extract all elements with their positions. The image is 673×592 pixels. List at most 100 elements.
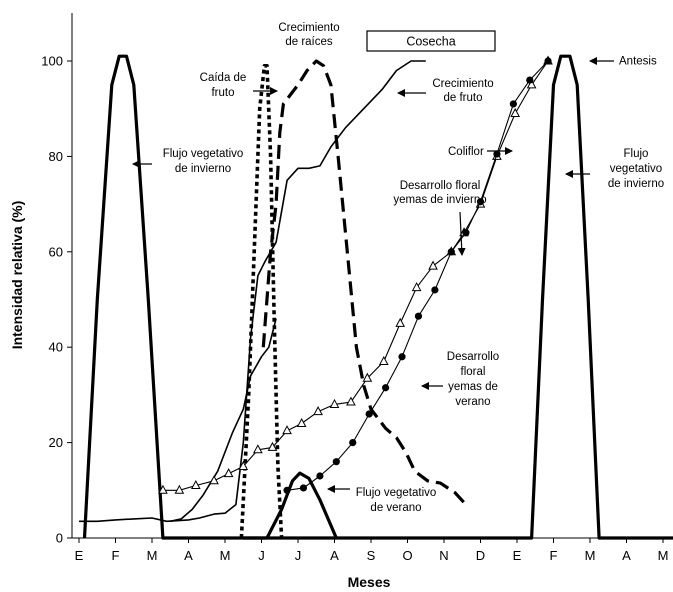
- annotation-line: yemas de: [448, 381, 498, 393]
- data-point-triangle: [267, 441, 278, 451]
- annotation-line: vegetativo: [610, 163, 662, 175]
- data-point-circle: [332, 458, 340, 466]
- data-point-circle: [509, 100, 517, 108]
- data-point-triangle: [296, 417, 307, 428]
- x-tick-label: O: [402, 548, 412, 563]
- y-tick-label: 80: [49, 149, 63, 164]
- annotation-line: Flujo vegetativo: [356, 487, 437, 499]
- x-tick-label: J: [295, 548, 302, 563]
- data-point-circle: [382, 384, 390, 392]
- x-tick-label: F: [550, 548, 558, 563]
- series-layer: [79, 54, 673, 540]
- annotation-line: de verano: [370, 502, 421, 514]
- x-tick-label: M: [220, 548, 231, 563]
- x-tick-label: F: [112, 548, 120, 563]
- annotation-line: Flujo vegetativo: [163, 148, 244, 160]
- annotation-line: Crecimiento: [278, 22, 339, 34]
- data-point-triangle: [510, 107, 521, 117]
- series-line-6: [162, 60, 549, 491]
- annotation-line: de invierno: [608, 178, 664, 190]
- data-point-triangle: [190, 479, 201, 490]
- data-point-triangle: [282, 425, 292, 435]
- data-point-circle: [398, 353, 406, 361]
- data-point-triangle: [378, 355, 389, 366]
- data-point-triangle: [209, 475, 219, 485]
- data-point-circle: [316, 472, 324, 480]
- data-point-triangle: [158, 484, 168, 494]
- data-point-circle: [447, 248, 455, 256]
- x-tick-label: M: [658, 548, 669, 563]
- annotation-line: Flujo: [624, 148, 649, 160]
- annotation-crecimiento-fruto: Crecimiento de fruto: [397, 78, 494, 104]
- annotation-desarrollo-invierno: Desarrollo floral yemas de invierno: [393, 180, 487, 256]
- data-point-circle: [544, 57, 552, 65]
- annotation-flujo-invierno-2: Flujo vegetativo de invierno: [565, 148, 664, 190]
- x-tick-label: J: [258, 548, 265, 563]
- data-point-triangle: [346, 396, 356, 406]
- annotation-line: Caída de: [200, 72, 247, 84]
- annotation-antesis: Antesis: [589, 56, 657, 68]
- data-point-triangle: [313, 406, 323, 416]
- annotation-flujo-invierno-1: Flujo vegetativo de invierno: [132, 148, 244, 175]
- annotation-caida-fruto: Caída de fruto: [200, 72, 278, 99]
- annotation-desarrollo-verano: Desarrollo floral yemas de verano: [421, 351, 499, 408]
- annotation-cosecha: Cosecha: [366, 30, 496, 52]
- y-ticks: 0 20 40 60 80 100: [41, 54, 72, 546]
- x-tick-label: N: [439, 548, 448, 563]
- series-line-4: [261, 59, 468, 506]
- annotation-crecimiento-raices: Crecimiento de raíces: [278, 22, 339, 48]
- data-point-circle: [414, 312, 423, 320]
- data-point-circle: [283, 486, 291, 494]
- annotation-line: yemas de invierno: [393, 194, 486, 206]
- annotation-line: Desarrollo floral: [400, 180, 481, 192]
- data-point-triangle: [329, 398, 340, 408]
- y-tick-label: 100: [41, 54, 63, 69]
- data-point-triangle: [395, 317, 406, 327]
- series-line-7: [287, 60, 549, 491]
- data-point-circle: [462, 229, 470, 237]
- annotation-line: Coliflor: [448, 146, 484, 158]
- series-line-3: [170, 318, 277, 523]
- x-tick-label: A: [184, 548, 193, 563]
- cosecha-box: [366, 30, 496, 52]
- annotation-line: fruto: [211, 87, 234, 99]
- data-point-triangle: [411, 282, 422, 292]
- data-point-circle: [526, 76, 534, 84]
- series-line-1: [243, 471, 338, 540]
- annotation-line: de raíces: [285, 36, 333, 48]
- data-point-triangle: [174, 484, 185, 494]
- series-line-0: [82, 54, 673, 540]
- x-tick-label: A: [622, 548, 631, 563]
- data-point-triangle: [526, 79, 537, 89]
- data-point-triangle: [253, 444, 263, 454]
- data-point-circle: [476, 198, 485, 206]
- annotation-line: de fruto: [444, 92, 483, 104]
- y-axis-title: Intensidad relativa (%): [9, 201, 25, 350]
- y-tick-label: 40: [49, 340, 63, 355]
- data-point-circle: [431, 286, 439, 294]
- x-tick-label: S: [367, 548, 376, 563]
- annotation-coliflor: Coliflor: [448, 146, 513, 158]
- annotation-line: Crecimiento: [432, 78, 493, 90]
- annotation-line: floral: [461, 366, 486, 378]
- data-point-circle: [349, 439, 357, 447]
- x-tick-label: D: [476, 548, 485, 563]
- x-tick-label: E: [75, 548, 84, 563]
- annotations: Crecimiento de raíces Cosecha Caída de f…: [132, 22, 664, 514]
- arrow: [457, 211, 466, 256]
- data-point-triangle: [223, 468, 234, 478]
- annotation-line: Cosecha: [406, 35, 455, 49]
- data-point-triangle: [238, 460, 249, 470]
- annotation-flujo-verano: Flujo vegetativo de verano: [327, 485, 437, 514]
- annotation-line: Desarrollo: [447, 351, 499, 363]
- x-tick-label: M: [585, 548, 596, 563]
- y-tick-label: 60: [49, 244, 63, 259]
- series-line-5: [239, 64, 284, 539]
- annotation-line: verano: [455, 396, 490, 408]
- x-tick-label: M: [147, 548, 158, 563]
- data-point-circle: [493, 150, 501, 158]
- y-tick-label: 20: [49, 435, 63, 450]
- x-tick-label: E: [513, 548, 522, 563]
- annotation-line: Antesis: [619, 56, 657, 68]
